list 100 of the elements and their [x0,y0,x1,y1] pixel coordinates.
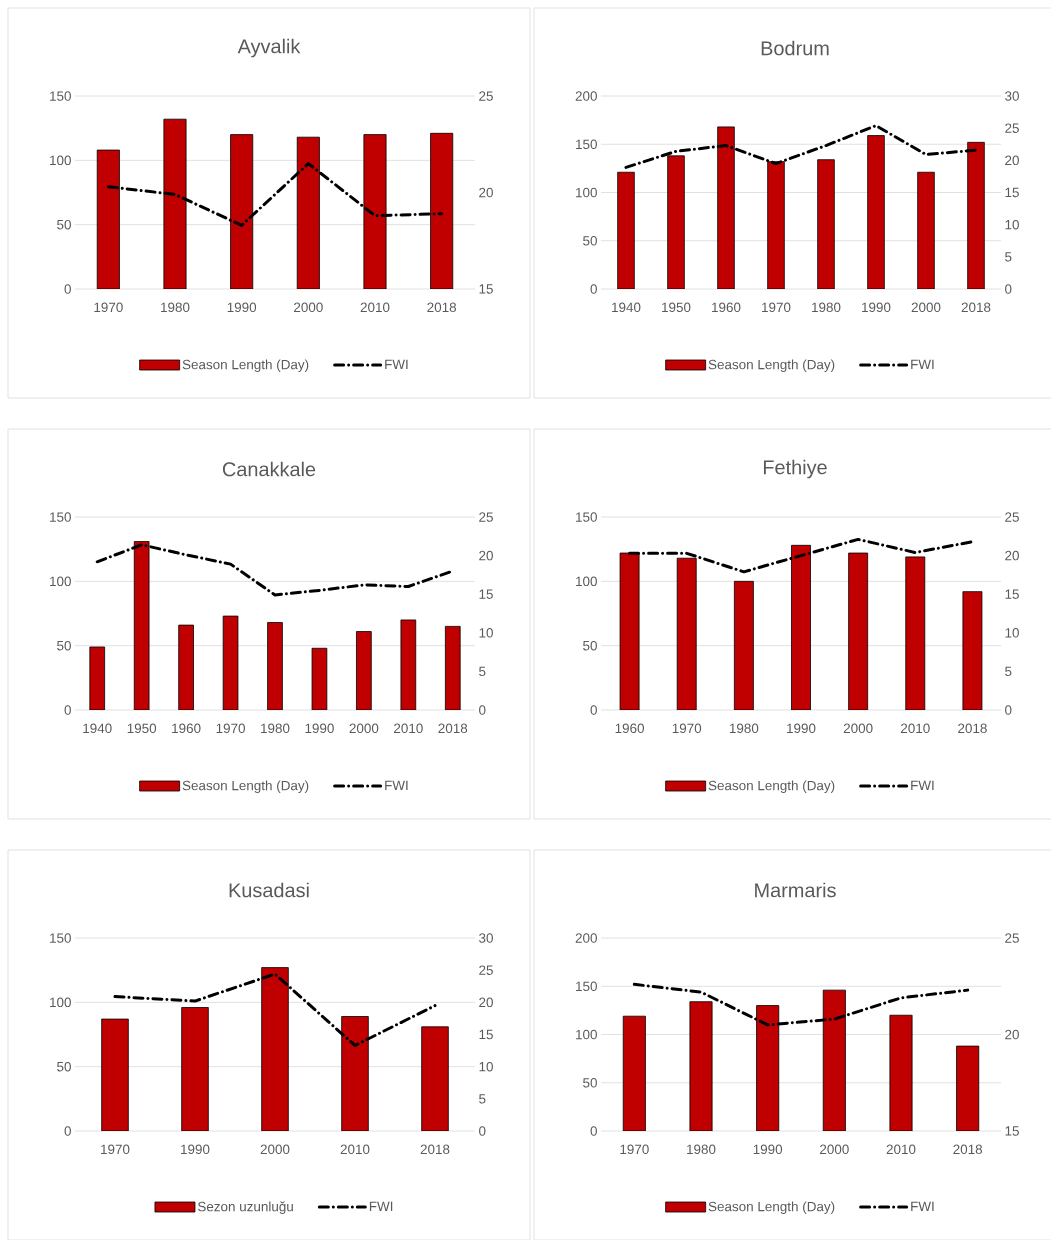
legend-label: FWI [369,1201,393,1211]
y2-tick-label: 30 [1005,91,1019,101]
bar [622,1015,646,1132]
x-tick-label: 1980 [261,723,290,734]
x-tick-label: 1980 [161,302,190,313]
x-tick-label: 2018 [438,723,468,734]
chart-title: Ayvalik [237,38,301,58]
x-tick-label: 1960 [172,723,201,734]
bar [917,171,935,290]
legend-label: Season Length (Day) [708,780,835,793]
legend-label: FWI [911,780,934,790]
y-tick-label: 0 [64,284,71,294]
y2-tick-label: 10 [479,1061,493,1072]
y-tick-label: 200 [575,933,597,943]
x-tick-label: 2010 [360,302,390,313]
x-tick-label: 2018 [961,302,991,313]
bar [311,647,328,711]
y2-tick-label: 0 [1005,284,1012,294]
y2-tick-label: 5 [1005,666,1012,677]
legend-label: Sezon uzunluğu [197,1201,293,1215]
chart-title: Bodrum [761,40,829,56]
legend-label: FWI [911,1201,934,1211]
x-tick-label: 1960 [615,723,644,734]
y-tick-label: 150 [50,91,71,101]
bar [356,631,372,711]
y-tick-label: 100 [50,997,71,1008]
y2-tick-label: 15 [1005,1126,1019,1136]
bar [956,1045,980,1132]
y2-tick-label: 10 [1005,219,1019,230]
y2-tick-label: 30 [479,933,493,943]
y2-tick-label: 15 [1005,187,1019,198]
y-tick-label: 150 [576,981,597,992]
x-tick-label: 1980 [687,1144,716,1155]
bar [867,135,885,290]
y-tick-label: 150 [576,512,597,522]
bar [791,544,811,711]
x-tick-label: 1950 [662,302,691,313]
x-tick-label: 1970 [101,1144,130,1155]
x-tick-label: 2000 [294,302,323,313]
x-tick-label: 2000 [911,302,941,313]
x-tick-label: 2010 [901,723,930,734]
chart-title: Canakkale [222,461,316,477]
bar [400,619,417,711]
legend-label: FWI [911,359,934,369]
bar [822,989,846,1132]
y2-tick-label: 20 [1005,1029,1019,1040]
bar [181,1007,209,1132]
y2-tick-label: 20 [479,550,493,561]
x-tick-label: 1990 [227,302,257,313]
x-tick-label: 1970 [620,1144,649,1155]
x-tick-label: 2010 [340,1144,370,1155]
y2-tick-label: 0 [1005,705,1012,715]
y2-tick-label: 15 [479,589,493,599]
y-tick-label: 100 [576,576,597,587]
y-tick-label: 100 [576,187,597,198]
y2-tick-label: 5 [1005,252,1012,262]
x-tick-label: 1980 [812,302,841,313]
legend-label: Season Length (Day) [182,359,309,372]
y2-tick-label: 15 [1005,589,1019,599]
x-tick-label: 1990 [862,302,891,313]
bar [617,171,635,290]
y-tick-label: 50 [57,219,71,230]
legend-label: Season Length (Day) [708,1201,835,1214]
x-tick-label: 1980 [729,723,759,734]
x-tick-label: 1970 [672,723,702,734]
bar [444,625,461,711]
y2-tick-label: 25 [1005,512,1019,522]
x-tick-label: 1940 [612,302,641,313]
x-tick-label: 2018 [427,302,457,313]
y-tick-label: 0 [590,284,597,294]
x-tick-label: 2018 [953,1144,983,1155]
y-tick-label: 200 [575,91,597,101]
bar [676,557,697,711]
x-tick-label: 1970 [94,302,123,313]
bar [430,132,454,290]
y2-tick-label: 5 [479,1094,486,1104]
y-tick-label: 50 [57,1061,71,1072]
y2-tick-label: 15 [479,1029,493,1040]
x-tick-label: 1970 [216,723,245,734]
bar [817,159,835,290]
bar [230,134,254,290]
x-tick-label: 1970 [762,302,791,313]
bar [733,580,754,711]
y2-tick-label: 25 [1005,123,1019,133]
bar [178,624,194,711]
y2-tick-label: 20 [479,187,493,198]
y2-tick-label: 15 [479,284,493,294]
x-tick-label: 1990 [181,1144,210,1155]
y2-tick-label: 10 [479,628,493,638]
legend-label: Season Length (Day) [182,780,309,793]
x-tick-label: 1960 [712,302,741,313]
y-tick-label: 0 [590,1126,597,1136]
bar [222,615,239,711]
x-tick-label: 2000 [349,723,379,734]
y2-tick-label: 25 [479,512,493,522]
y-tick-label: 100 [50,155,71,166]
y2-tick-label: 20 [479,997,493,1008]
x-tick-label: 1990 [753,1144,783,1155]
legend-label: Season Length (Day) [708,359,835,372]
bar [296,136,320,290]
